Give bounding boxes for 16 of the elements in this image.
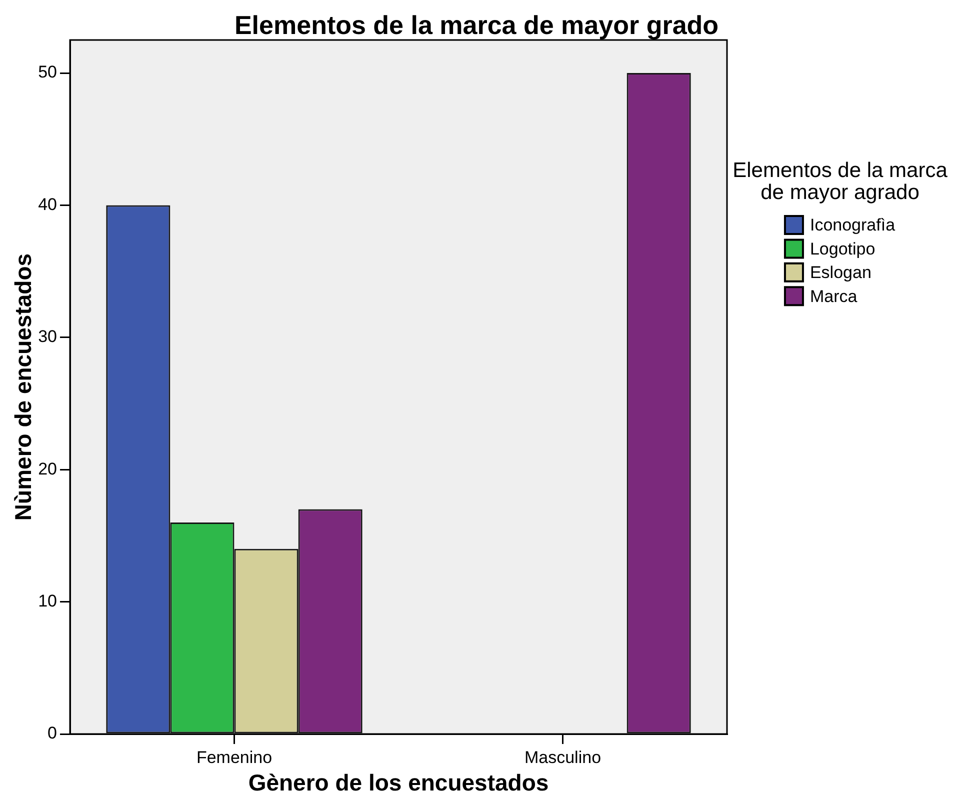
- y-tick-label: 30: [38, 327, 57, 346]
- legend-label: Iconografìa: [810, 216, 896, 235]
- y-tick-label: 10: [38, 591, 57, 610]
- chart-title: Elementos de la marca de mayor grado: [234, 10, 719, 40]
- legend-label: Eslogan: [810, 263, 872, 282]
- y-tick-label: 50: [38, 62, 57, 82]
- y-axis-title: Nùmero de encuestados: [10, 253, 36, 521]
- x-tick-label: Femenino: [196, 748, 272, 767]
- x-axis-title: Gènero de los encuestados: [248, 770, 549, 796]
- y-tick-label: 0: [48, 724, 57, 743]
- legend-title: Elementos de la marca de mayor agrado: [732, 158, 948, 204]
- y-tick-label: 20: [38, 459, 57, 478]
- legend-label: Logotipo: [810, 239, 876, 258]
- legend-label: Marca: [810, 286, 858, 306]
- y-tick-label: 40: [38, 194, 57, 214]
- x-tick-label: Masculino: [524, 748, 602, 767]
